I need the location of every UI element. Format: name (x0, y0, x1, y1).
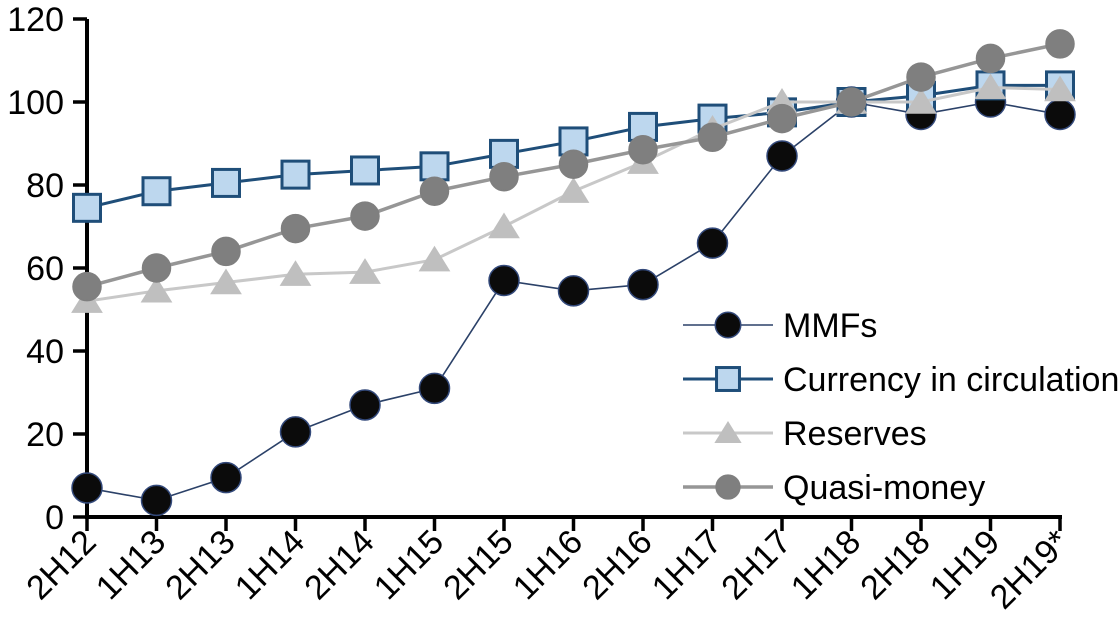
quasi-money-marker (836, 87, 867, 117)
x-tick-label: 1H15 (367, 523, 451, 607)
x-tick-label-group: 2H17 (714, 523, 798, 607)
quasi-money-marker (280, 213, 311, 244)
legend-label: Reserves (783, 415, 927, 453)
x-tick-label: 2H18 (853, 523, 937, 607)
mmfs-marker (488, 264, 520, 297)
x-tick-label-group: 1H16 (506, 523, 590, 607)
currency-in-circulation-marker (211, 167, 241, 198)
legend-item-currency-in-circulation: Currency in circulation (683, 361, 1119, 399)
quasi-money-marker (697, 122, 728, 153)
mmfs-marker (140, 484, 173, 517)
currency-in-circulation-marker (489, 138, 519, 169)
x-tick-label-group: 1H13 (89, 523, 173, 607)
legend-label: Quasi-money (783, 469, 985, 507)
reserves-marker (557, 177, 590, 203)
x-tick-label-group: 2H14 (297, 523, 381, 607)
reserves-marker (1044, 75, 1076, 102)
x-tick-label-group: 2H18 (853, 523, 937, 607)
reserves-marker (418, 245, 451, 272)
x-tick-label: 1H17 (645, 523, 729, 607)
quasi-money-marker (419, 176, 450, 206)
mmfs-marker (557, 275, 590, 307)
legend-item-quasi-money: Quasi-money (683, 469, 985, 507)
legend-triangle-icon (714, 420, 742, 444)
x-tick-label: 1H13 (89, 523, 173, 607)
quasi-money-marker (141, 253, 172, 283)
currency-in-circulation-marker (419, 151, 450, 182)
reserves-marker (974, 73, 1007, 100)
quasi-money-marker (211, 236, 241, 267)
quasi-money-marker (767, 103, 797, 134)
quasi-money-marker (906, 62, 936, 92)
mmfs-marker (71, 472, 103, 504)
x-tick-label-group: 1H18 (784, 523, 868, 607)
mmfs-marker (696, 227, 729, 259)
quasi-money-marker (489, 161, 519, 192)
mmfs-marker (210, 461, 242, 494)
legend: MMFs Currency in circulation Reserves Quasi… (683, 307, 1119, 507)
y-tick-label: 60 (26, 250, 64, 288)
y-tick-label: 0 (45, 499, 64, 537)
x-tick-label: 1H14 (228, 523, 312, 607)
mmfs-marker (1044, 98, 1076, 131)
x-tick-label-group: 2H15 (436, 523, 520, 607)
legend-square-icon (715, 366, 741, 392)
quasi-money-marker (1045, 29, 1075, 59)
x-tick-label-group: 2H16 (575, 523, 659, 607)
quasi-money-marker (628, 134, 658, 165)
legend-circle-icon (714, 311, 742, 339)
reserves-marker (140, 276, 173, 303)
mmfs-marker (766, 140, 798, 172)
y-tick-label: 80 (26, 167, 64, 205)
reserves-marker (905, 88, 937, 114)
quasi-money-marker (350, 201, 380, 231)
currency-in-circulation-marker (350, 155, 380, 186)
y-tick-label: 100 (7, 84, 64, 122)
x-tick-label-group: 1H14 (228, 523, 312, 607)
series-quasi-money (72, 29, 1075, 302)
y-tick-label: 120 (7, 1, 64, 39)
mmfs-marker (279, 416, 312, 448)
x-tick-label: 2H17 (714, 523, 798, 607)
y-tick-label: 20 (26, 416, 64, 454)
legend-circle-icon (715, 474, 741, 500)
reserves-marker (210, 268, 242, 295)
mmfs-marker (627, 268, 659, 301)
mmfs-marker (349, 389, 381, 421)
legend-label: Currency in circulation (783, 361, 1119, 399)
x-tick-label: 2H19* (983, 523, 1077, 617)
x-tick-label-group: 2H13 (158, 523, 242, 607)
mmfs-marker (418, 372, 451, 405)
legend-item-mmfs: MMFs (683, 307, 877, 345)
quasi-money-marker (558, 149, 589, 179)
y-tick-label: 40 (26, 333, 64, 371)
reserves-marker (488, 212, 520, 239)
quasi-money-marker (72, 271, 102, 302)
currency-in-circulation-marker (72, 192, 102, 223)
legend-item-reserves: Reserves (683, 415, 927, 453)
reserves-marker (279, 260, 312, 286)
x-tick-label-group: 1H17 (645, 523, 729, 607)
x-tick-label: 2H15 (436, 523, 520, 607)
x-tick-label: 1H16 (506, 523, 590, 607)
x-tick-label-group: 1H15 (367, 523, 451, 607)
currency-in-circulation-marker (141, 176, 172, 207)
x-tick-label-group: 2H19* (983, 523, 1077, 617)
x-tick-label: 2H14 (297, 523, 381, 607)
x-tick-label: 2H16 (575, 523, 659, 607)
reserves-marker (349, 258, 381, 284)
currency-in-circulation-marker (280, 159, 311, 190)
x-tick-label: 1H18 (784, 523, 868, 607)
quasi-money-marker (975, 43, 1006, 74)
x-tick-label: 2H13 (158, 523, 242, 607)
legend-label: MMFs (783, 307, 877, 345)
